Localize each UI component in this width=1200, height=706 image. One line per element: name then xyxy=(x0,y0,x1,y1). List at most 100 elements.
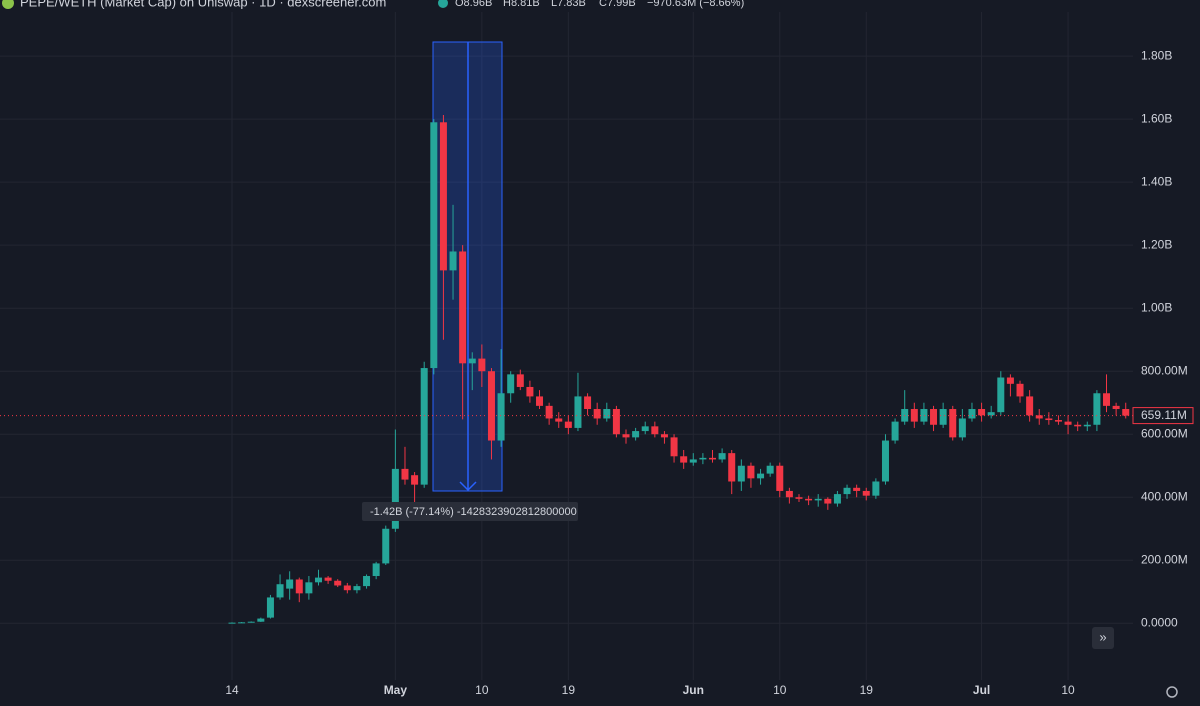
x-tick-label: 14 xyxy=(225,683,239,697)
candle-body xyxy=(314,577,322,583)
candle-body xyxy=(766,465,774,474)
candle-body xyxy=(555,418,563,422)
scroll-button[interactable] xyxy=(1092,627,1114,649)
candle-body xyxy=(920,409,928,422)
candle-body xyxy=(1112,405,1120,410)
candle-body xyxy=(872,481,880,496)
candle-body xyxy=(1035,415,1043,419)
x-tick-label: Jun xyxy=(683,683,704,697)
candle-body xyxy=(1054,420,1062,422)
candle-body xyxy=(1103,393,1111,406)
candle-body xyxy=(978,409,986,416)
y-tick-label: 1.40B xyxy=(1141,174,1172,188)
measure-arrowhead xyxy=(459,481,477,492)
y-tick-label: 1.20B xyxy=(1141,237,1172,251)
candle-body xyxy=(612,409,620,435)
candle-body xyxy=(228,622,236,624)
candle-body xyxy=(632,431,640,438)
candle-body xyxy=(584,396,592,410)
candle-body xyxy=(247,621,255,623)
candle-body xyxy=(401,468,409,480)
candle-body xyxy=(939,409,947,425)
candle-body xyxy=(305,582,313,594)
candle-body xyxy=(689,459,697,463)
candle-body xyxy=(987,412,995,416)
candle-body xyxy=(449,251,457,271)
measure-label-box xyxy=(362,502,578,521)
y-tick-label: 1.80B xyxy=(1141,48,1172,62)
candle-body xyxy=(881,440,889,482)
candle-body xyxy=(891,421,899,441)
y-tick-label: 600.00M xyxy=(1141,426,1188,440)
x-tick-label: 10 xyxy=(773,683,787,697)
candle-body xyxy=(276,584,284,598)
candle-body xyxy=(670,437,678,457)
x-tick-label: May xyxy=(384,683,408,697)
ohlc-value: L7.83B xyxy=(551,0,586,9)
candle-body xyxy=(651,426,659,435)
x-tick-label: 19 xyxy=(562,683,576,697)
candle-body xyxy=(536,396,544,406)
scroll-icon[interactable]: » xyxy=(1099,629,1106,644)
candle-body xyxy=(910,409,918,422)
candle-body xyxy=(295,579,303,594)
y-tick-label: 800.00M xyxy=(1141,363,1188,377)
candle-body xyxy=(382,528,390,564)
ohlc-value: H8.81B xyxy=(503,0,540,9)
y-tick-label: 1.00B xyxy=(1141,300,1172,314)
candle-body xyxy=(1064,421,1072,425)
ohlc-value: O8.96B xyxy=(455,0,492,9)
candle-body xyxy=(709,457,716,460)
x-tick-label: 10 xyxy=(475,683,489,697)
candle-body xyxy=(545,405,553,419)
candle-body xyxy=(728,453,736,482)
last-price-tag xyxy=(1132,407,1194,425)
candle-body xyxy=(468,358,476,364)
token-icon xyxy=(2,0,14,9)
candle-body xyxy=(324,577,332,581)
candle-body xyxy=(497,393,505,441)
status-dot xyxy=(438,0,448,8)
x-tick-label: 10 xyxy=(1061,683,1075,697)
y-tick-label: 0.0000 xyxy=(1141,615,1178,629)
last-price-label: 659.11M xyxy=(1141,408,1187,422)
candle-body xyxy=(785,490,793,498)
candle-body xyxy=(593,409,601,419)
y-tick-label: 1.60B xyxy=(1141,111,1172,125)
candle-body xyxy=(391,468,399,529)
candle-body xyxy=(930,409,938,425)
x-tick-label: Jul xyxy=(973,683,990,697)
candle-body xyxy=(747,465,755,479)
candle-body xyxy=(286,579,294,589)
candle-body xyxy=(1006,377,1014,384)
ohlc-value: C7.99B xyxy=(599,0,636,9)
candle-body xyxy=(516,374,524,387)
candle-body xyxy=(622,434,630,438)
candle-body xyxy=(737,465,745,482)
candle-body xyxy=(853,487,861,491)
candle-body xyxy=(1016,383,1024,397)
candle-body xyxy=(641,426,649,432)
y-tick-label: 400.00M xyxy=(1141,489,1188,503)
candle-body xyxy=(660,434,668,438)
candle-body xyxy=(997,377,1005,413)
candle-body xyxy=(526,386,534,397)
candle-body xyxy=(843,487,851,495)
candle-body xyxy=(1093,393,1101,425)
candles xyxy=(228,115,1130,624)
candle-body xyxy=(372,563,380,577)
settings-button[interactable] xyxy=(1166,686,1178,698)
candle-body xyxy=(411,475,419,485)
candle-body xyxy=(478,358,486,372)
candle-body xyxy=(238,622,246,624)
candle-body xyxy=(564,421,572,428)
candle-body xyxy=(824,498,832,504)
candle-body xyxy=(949,409,957,438)
candle-body xyxy=(699,457,707,460)
candle-body xyxy=(795,497,803,499)
candle-body xyxy=(343,585,351,591)
candle-body xyxy=(718,453,726,460)
candle-body xyxy=(805,498,813,501)
